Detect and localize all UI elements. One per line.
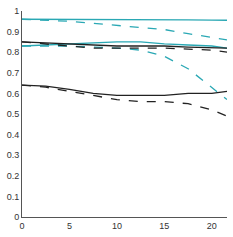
svg-text:5: 5 xyxy=(67,221,72,231)
svg-text:0.6: 0.6 xyxy=(7,89,20,99)
svg-text:1: 1 xyxy=(14,6,19,16)
svg-text:0.3: 0.3 xyxy=(7,150,20,160)
svg-text:0: 0 xyxy=(14,212,19,222)
svg-text:20: 20 xyxy=(207,221,217,231)
svg-text:0.5: 0.5 xyxy=(7,109,20,119)
svg-text:0.2: 0.2 xyxy=(7,171,20,181)
svg-text:0: 0 xyxy=(19,221,24,231)
svg-text:0.1: 0.1 xyxy=(7,192,20,202)
svg-text:0.9: 0.9 xyxy=(7,27,20,37)
svg-text:15: 15 xyxy=(159,221,169,231)
svg-text:0.7: 0.7 xyxy=(7,68,20,78)
svg-text:0.8: 0.8 xyxy=(7,47,20,57)
svg-text:10: 10 xyxy=(112,221,122,231)
svg-text:0.4: 0.4 xyxy=(7,130,20,140)
